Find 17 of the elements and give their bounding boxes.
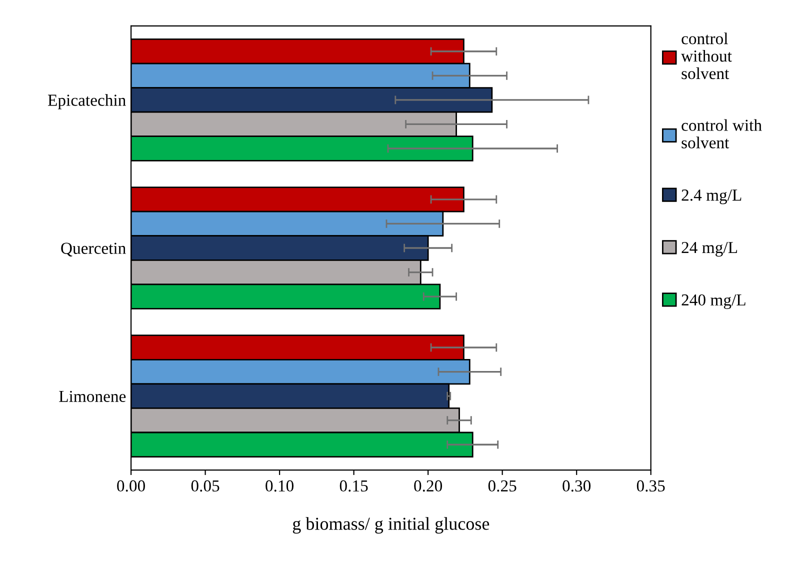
x-tick-label: 0.00 xyxy=(117,480,145,492)
y-tick-label: Quercetin xyxy=(61,242,126,256)
x-tick-label: 0.20 xyxy=(414,480,442,492)
x-tick-label: 0.10 xyxy=(266,480,294,492)
x-tick-label: 0.30 xyxy=(562,480,591,492)
legend-label: 2.4 mg/L xyxy=(682,190,742,204)
x-tick-label: 0.35 xyxy=(636,480,665,492)
legend-label: 240 mg/L xyxy=(682,294,746,310)
x-tick-label: 0.05 xyxy=(191,480,220,492)
x-tick-label: 0.25 xyxy=(488,480,516,492)
y-tick-label: Limonene xyxy=(59,390,126,402)
legend-label: control without solvent xyxy=(681,32,732,80)
legend-label: control with solvent xyxy=(682,119,762,148)
legend-label: 24 mg/L xyxy=(682,242,737,257)
y-tick-label: Epicatechin xyxy=(48,94,126,110)
x-tick-label: 0.15 xyxy=(340,480,368,492)
x-axis-title: g biomass/ g initial glucose xyxy=(292,517,490,534)
